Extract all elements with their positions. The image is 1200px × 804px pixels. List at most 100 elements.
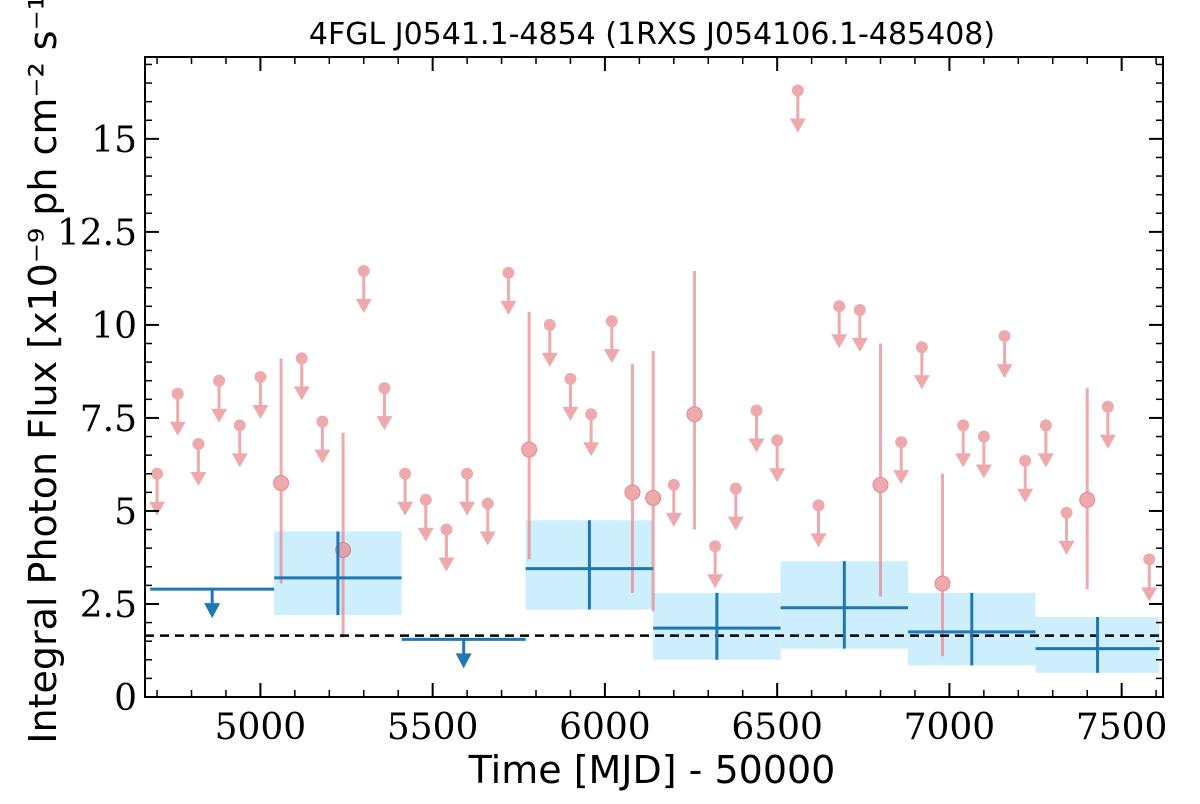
upper-limit-arrow <box>810 533 827 548</box>
short-bin-upper-limit <box>1037 419 1054 468</box>
upper-limit-arrow <box>727 516 744 531</box>
short-bin-upper-limit <box>149 467 166 516</box>
short-bin-upper-limit <box>1058 506 1075 555</box>
long-bin-detection <box>780 561 909 649</box>
upper-limit-arrow <box>479 531 496 546</box>
y-tick-label: 12.5 <box>57 213 137 254</box>
short-bin-detection <box>273 358 290 584</box>
short-bin-upper-limit <box>727 482 744 531</box>
detection-point <box>521 441 538 458</box>
short-bin-upper-limit <box>169 387 186 436</box>
short-bin-upper-limit <box>479 497 496 546</box>
upper-limit-point <box>357 264 370 277</box>
short-bin-upper-limit <box>417 493 434 542</box>
long-bin-detection <box>525 520 654 610</box>
short-bin-upper-limit <box>707 540 724 589</box>
upper-limit-arrow <box>851 338 868 353</box>
upper-limit-point <box>750 404 763 417</box>
detection-point <box>645 489 662 506</box>
upper-limit-arrow <box>417 527 434 542</box>
upper-limit-arrow <box>955 453 972 468</box>
upper-limit-arrow <box>541 352 558 367</box>
x-tick-label: 7500 <box>1076 707 1168 748</box>
upper-limit-arrow <box>1058 540 1075 555</box>
detection-point <box>1079 491 1096 508</box>
upper-limit-point <box>440 523 453 536</box>
short-bin-upper-limit <box>562 372 579 421</box>
upper-limit-arrow <box>562 406 579 421</box>
upper-limit-arrow <box>1099 434 1116 449</box>
short-bin-upper-limit <box>314 415 331 464</box>
short-bin-upper-limit <box>211 374 228 423</box>
short-bin-upper-limit <box>893 436 910 485</box>
upper-limit-arrow <box>397 501 414 516</box>
upper-limit-point <box>729 482 742 495</box>
upper-limit-point <box>1143 553 1156 566</box>
long-bin-upper-limit <box>150 587 275 619</box>
upper-limit-arrow <box>769 468 786 483</box>
short-bin-upper-limit <box>438 523 455 572</box>
short-bin-upper-limit <box>665 478 682 527</box>
upper-limit-point <box>605 315 618 328</box>
short-bin-detection <box>934 473 951 657</box>
upper-limit-point <box>254 371 267 383</box>
short-bin-upper-limit <box>975 430 992 479</box>
upper-limit-point <box>419 493 432 506</box>
short-bin-detection <box>624 363 641 593</box>
detection-point <box>273 475 290 492</box>
upper-limit-point <box>543 318 556 331</box>
upper-limit-point <box>771 434 784 447</box>
short-bin-upper-limit <box>252 371 269 419</box>
upper-limit-arrow <box>455 653 472 669</box>
y-tick-label: 15 <box>91 120 137 161</box>
upper-limit-point <box>667 478 680 491</box>
upper-limit-point <box>709 540 722 553</box>
short-bin-upper-limit <box>748 404 765 453</box>
x-tick-label: 5000 <box>215 707 307 748</box>
long-bin-detection <box>1035 617 1160 673</box>
upper-limit-arrow <box>707 574 724 589</box>
short-bin-upper-limit <box>231 419 248 468</box>
short-bin-upper-limit <box>1141 553 1158 602</box>
upper-limit-point <box>295 352 308 365</box>
upper-limit-point <box>791 84 804 97</box>
long-bin-upper-limit <box>401 637 526 669</box>
short-bin-upper-limit <box>851 304 868 353</box>
upper-limit-arrow <box>252 405 269 419</box>
upper-limit-point <box>853 304 866 317</box>
upper-limit-arrow <box>1017 488 1034 503</box>
upper-limit-point <box>1039 419 1052 432</box>
upper-limit-arrow <box>583 442 600 457</box>
detection-point <box>872 476 889 493</box>
upper-limit-arrow <box>459 501 476 516</box>
upper-limit-arrow <box>355 298 372 313</box>
x-tick-label: 6000 <box>559 707 651 748</box>
detection-point <box>934 575 951 592</box>
upper-limit-point <box>502 266 515 279</box>
long-bin-detection <box>908 592 1036 666</box>
upper-limit-arrow <box>665 512 682 527</box>
upper-limit-point <box>812 499 825 512</box>
plot-area: 5000 5500 6000 6500 7000 7500 0 2.5 5 7.5 10 12.5 15 <box>57 56 1168 748</box>
short-bin-upper-limit <box>500 266 517 315</box>
upper-limit-arrow <box>211 408 228 423</box>
upper-limit-arrow <box>438 557 455 572</box>
short-bin-detection <box>872 343 889 597</box>
short-bin-upper-limit <box>831 300 848 349</box>
detection-point <box>624 484 641 501</box>
upper-limit-arrow <box>293 386 310 401</box>
short-bin-upper-limit <box>541 318 558 367</box>
upper-limit-arrow <box>149 501 166 516</box>
upper-limit-point <box>564 372 577 385</box>
short-bin-detection <box>1079 388 1096 590</box>
upper-limit-arrow <box>204 603 221 619</box>
short-bin-detection <box>686 270 703 530</box>
short-bin-upper-limit <box>913 341 930 390</box>
short-bin-upper-limit <box>1099 400 1116 449</box>
upper-limit-arrow <box>831 334 848 349</box>
upper-limit-arrow <box>376 416 393 431</box>
y-tick-label: 2.5 <box>80 585 137 626</box>
upper-limit-point <box>1101 400 1114 413</box>
upper-limit-point <box>378 382 391 395</box>
